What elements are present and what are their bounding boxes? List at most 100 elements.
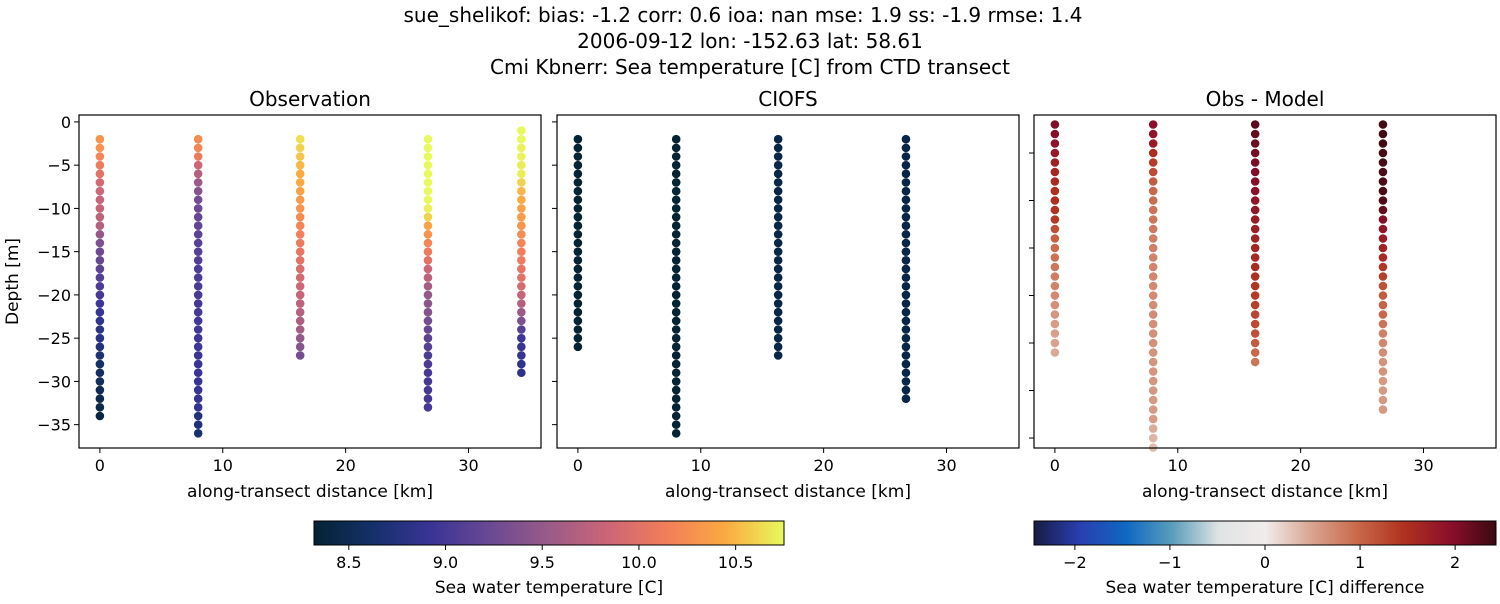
colorbar-tick-label: −1 (1158, 553, 1182, 572)
data-point (1378, 224, 1388, 234)
data-point (517, 368, 526, 378)
y-tick-label: −25 (37, 329, 71, 348)
data-point (193, 325, 203, 334)
data-point (1378, 405, 1388, 414)
data-point (773, 160, 783, 170)
data-point (671, 281, 681, 291)
data-point (773, 152, 783, 161)
data-point (193, 281, 203, 291)
data-point (1378, 262, 1388, 272)
data-point (573, 281, 583, 291)
data-point (671, 273, 681, 282)
data-point (517, 290, 526, 300)
data-point (193, 385, 203, 395)
y-axis-label: Depth [m] (3, 238, 23, 325)
y-tick-label: −5 (47, 156, 71, 175)
data-point (671, 134, 681, 144)
data-point (773, 212, 783, 222)
data-point (295, 325, 305, 334)
data-point (671, 212, 681, 222)
colorbar-tick-label: 9.5 (530, 553, 555, 572)
x-tick-label: 20 (335, 456, 355, 475)
panel-observation: Observation 0 10 20 30 0 −5 −10 −15 −20 −25 −30 −35 a… (3, 87, 542, 502)
data-point (573, 247, 583, 256)
data-point (773, 247, 783, 256)
data-point (193, 359, 203, 369)
data-point (517, 212, 526, 222)
y-tick-label: −10 (37, 199, 71, 218)
data-point (295, 333, 305, 343)
data-point (1148, 243, 1158, 253)
data-point (1378, 196, 1388, 205)
data-point (1050, 129, 1060, 139)
data-point (573, 160, 583, 170)
data-point (773, 169, 783, 179)
data-point (295, 290, 305, 300)
data-point (671, 195, 681, 205)
data-point (517, 178, 526, 187)
data-point (295, 299, 305, 308)
data-point (901, 377, 911, 386)
data-point (901, 204, 911, 213)
data-point (573, 290, 583, 300)
data-point (573, 256, 583, 265)
data-point (423, 264, 433, 274)
data-point (423, 368, 433, 378)
data-point (295, 186, 305, 196)
data-point (901, 325, 911, 334)
data-point (1378, 338, 1388, 348)
plot-frame (556, 114, 1020, 449)
data-point (671, 299, 681, 308)
colorbar-gradient (1033, 520, 1497, 546)
x-tick-label: 20 (813, 456, 833, 475)
data-point (671, 394, 681, 403)
data-point (1148, 224, 1158, 234)
data-point (1148, 329, 1158, 338)
data-point (295, 256, 305, 265)
data-point (295, 342, 305, 352)
data-point (1250, 205, 1260, 215)
data-point (517, 169, 526, 179)
data-point (573, 195, 583, 205)
data-point (1050, 215, 1060, 224)
data-point (295, 212, 305, 222)
data-point (95, 385, 105, 395)
data-point (1148, 367, 1158, 376)
data-point (773, 351, 783, 360)
x-tick-label: 10 (691, 456, 711, 475)
data-point (1148, 262, 1158, 272)
data-point (193, 256, 203, 265)
data-point (671, 428, 681, 438)
data-point (1250, 148, 1260, 158)
data-point (773, 333, 783, 343)
data-point (901, 160, 911, 170)
data-point (1378, 319, 1388, 329)
data-point (1250, 281, 1260, 291)
data-point (1148, 234, 1158, 243)
data-point (295, 152, 305, 161)
data-point (1148, 177, 1158, 186)
data-point (773, 178, 783, 187)
data-point (423, 377, 433, 386)
data-point (193, 152, 203, 161)
data-point (1250, 139, 1260, 148)
data-point (573, 230, 583, 239)
data-point (671, 403, 681, 412)
data-point (95, 299, 105, 308)
y-tick-label: −15 (37, 243, 71, 262)
data-point (95, 359, 105, 369)
data-point (517, 186, 526, 196)
data-point (1148, 357, 1158, 367)
data-point (295, 247, 305, 256)
data-point (295, 195, 305, 205)
data-point (193, 247, 203, 256)
data-point (1378, 243, 1388, 253)
data-point (773, 299, 783, 308)
data-point (95, 186, 105, 196)
data-point (1378, 272, 1388, 281)
data-point (1050, 234, 1060, 243)
data-point (1250, 348, 1260, 357)
data-point (901, 333, 911, 343)
data-point (671, 307, 681, 317)
data-point (1148, 272, 1158, 281)
